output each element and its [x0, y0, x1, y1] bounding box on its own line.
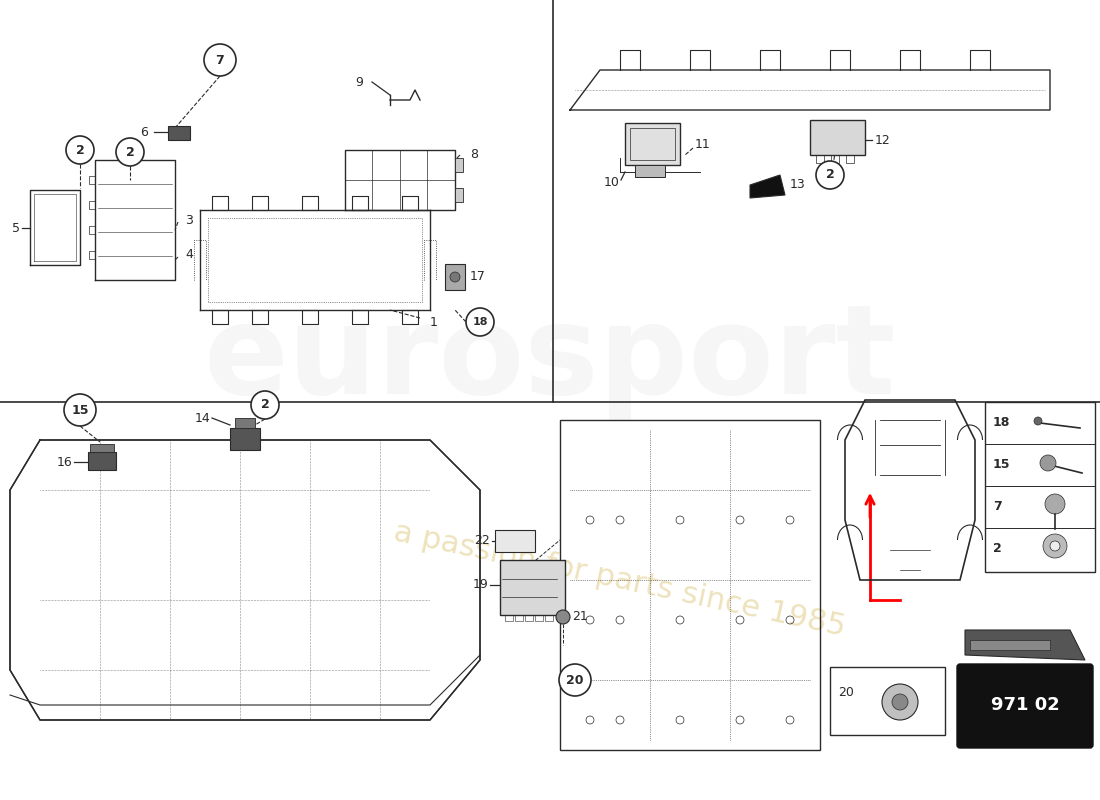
Bar: [544, 615, 553, 621]
Circle shape: [204, 44, 236, 76]
Bar: [495, 530, 535, 552]
Bar: [625, 123, 680, 165]
Circle shape: [1050, 541, 1060, 551]
Bar: [446, 264, 465, 290]
Text: a passion for parts since 1985: a passion for parts since 1985: [392, 518, 848, 642]
Text: 15: 15: [72, 403, 89, 417]
Text: 12: 12: [874, 134, 891, 146]
Bar: [455, 188, 463, 202]
Text: 8: 8: [470, 149, 478, 162]
Circle shape: [816, 161, 844, 189]
Circle shape: [66, 136, 94, 164]
Circle shape: [64, 394, 96, 426]
Text: 2: 2: [826, 169, 835, 182]
Bar: [810, 120, 865, 155]
Circle shape: [251, 391, 279, 419]
Text: 4: 4: [185, 249, 192, 262]
Text: 21: 21: [572, 610, 587, 623]
Text: 20: 20: [566, 674, 584, 686]
Polygon shape: [965, 630, 1085, 660]
Text: 3: 3: [185, 214, 192, 226]
Bar: [525, 615, 533, 621]
Bar: [88, 452, 116, 470]
Text: eurosport: eurosport: [204, 299, 896, 421]
Text: 9: 9: [355, 75, 363, 89]
Text: 17: 17: [470, 270, 486, 283]
Text: 2: 2: [261, 398, 270, 411]
Bar: [168, 126, 190, 140]
Text: 2: 2: [125, 146, 134, 158]
Bar: [89, 251, 95, 259]
Bar: [984, 402, 1094, 572]
Bar: [630, 128, 675, 160]
Text: 11: 11: [695, 138, 711, 151]
Bar: [505, 615, 513, 621]
Bar: [90, 444, 114, 452]
Circle shape: [1043, 534, 1067, 558]
Text: 18: 18: [993, 417, 1011, 430]
Circle shape: [450, 272, 460, 282]
Text: 19: 19: [472, 578, 488, 591]
Bar: [89, 176, 95, 184]
Bar: [635, 165, 666, 177]
Bar: [535, 615, 543, 621]
Circle shape: [1034, 417, 1042, 425]
Text: 20: 20: [838, 686, 854, 698]
FancyBboxPatch shape: [957, 664, 1093, 748]
Bar: [89, 226, 95, 234]
Text: 971 02: 971 02: [991, 696, 1059, 714]
Text: 5: 5: [12, 222, 20, 234]
Text: 7: 7: [993, 501, 1002, 514]
Bar: [455, 158, 463, 172]
Text: 14: 14: [195, 411, 210, 425]
Circle shape: [466, 308, 494, 336]
Bar: [89, 201, 95, 209]
Text: 10: 10: [604, 175, 620, 189]
Bar: [830, 155, 839, 163]
Text: 13: 13: [790, 178, 805, 191]
Bar: [830, 667, 945, 735]
Circle shape: [116, 138, 144, 166]
Text: 2: 2: [993, 542, 1002, 555]
Text: 22: 22: [474, 534, 490, 547]
Polygon shape: [750, 175, 785, 198]
Bar: [970, 640, 1050, 650]
Circle shape: [1040, 455, 1056, 471]
Circle shape: [559, 664, 591, 696]
Text: 18: 18: [472, 317, 487, 327]
Text: 16: 16: [56, 455, 72, 469]
Circle shape: [556, 610, 570, 624]
Text: 1: 1: [430, 315, 438, 329]
Bar: [816, 155, 824, 163]
Bar: [500, 560, 565, 615]
Bar: [515, 615, 522, 621]
Circle shape: [1045, 494, 1065, 514]
Bar: [230, 428, 260, 450]
Circle shape: [892, 694, 907, 710]
Text: 2: 2: [76, 143, 85, 157]
Bar: [235, 418, 255, 428]
Text: 6: 6: [140, 126, 147, 138]
Text: 15: 15: [993, 458, 1011, 471]
Bar: [846, 155, 854, 163]
Text: 7: 7: [216, 54, 224, 66]
Circle shape: [882, 684, 918, 720]
